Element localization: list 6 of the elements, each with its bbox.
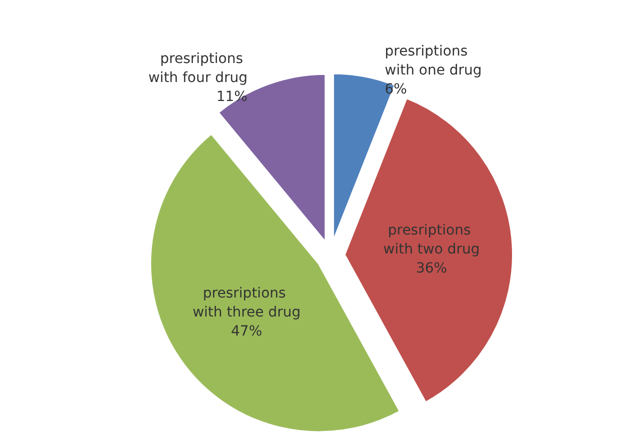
slice-label: presriptions with four drug (148, 51, 248, 86)
data-label: 36% (416, 260, 448, 276)
data-label: 47% (231, 324, 262, 340)
slice-label: presriptions with two drug (383, 222, 480, 258)
slice-label: presriptions with one drug (384, 43, 482, 78)
slice-label: presriptions with three drug (192, 286, 301, 321)
